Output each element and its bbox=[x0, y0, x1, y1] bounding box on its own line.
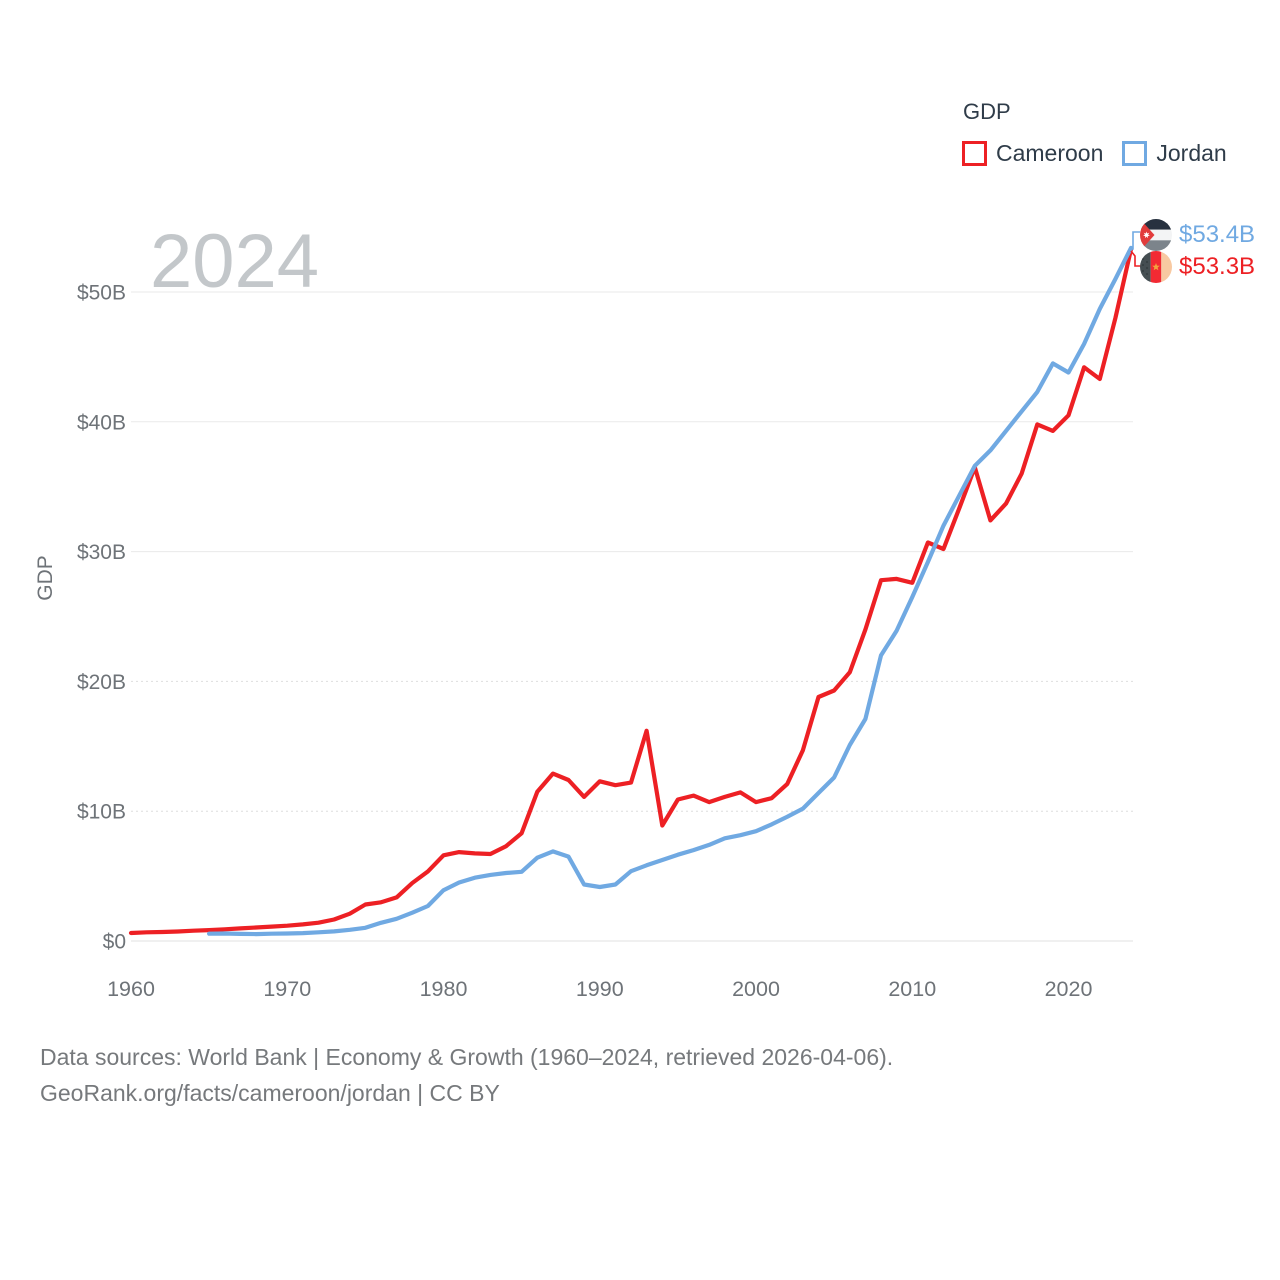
y-tick-label: $0 bbox=[103, 931, 126, 954]
cameroon-series-swatch-icon bbox=[962, 141, 987, 166]
y-axis-title: GDP bbox=[34, 555, 57, 601]
cameroon-label-connector bbox=[1130, 250, 1141, 267]
year-watermark: 2024 bbox=[150, 219, 320, 304]
cameroon-end-value: $53.3B bbox=[1179, 253, 1256, 280]
x-tick-label: 1990 bbox=[576, 977, 624, 1001]
footer-sources-line: Data sources: World Bank | Economy & Gro… bbox=[40, 1044, 894, 1070]
jordan-series-swatch-icon bbox=[1122, 141, 1148, 166]
y-tick-label: $40B bbox=[77, 411, 126, 434]
x-tick-label: 2000 bbox=[732, 977, 780, 1001]
legend-row: Cameroon Jordan bbox=[962, 140, 1227, 167]
footer: Data sources: World Bank | Economy & Gro… bbox=[40, 1039, 893, 1111]
legend-title: GDP bbox=[963, 99, 1011, 124]
legend: GDP Cameroon Jordan bbox=[962, 99, 1227, 167]
x-tick-label: 1980 bbox=[420, 977, 468, 1001]
jordan-flag-icon bbox=[1140, 219, 1172, 251]
x-tick-label: 2010 bbox=[888, 977, 936, 1001]
legend-item-jordan[interactable]: Jordan bbox=[1122, 140, 1227, 167]
legend-item-label: Jordan bbox=[1156, 140, 1227, 166]
legend-item-label: Cameroon bbox=[996, 140, 1104, 166]
y-tick-label: $30B bbox=[77, 541, 126, 564]
cameroon-end-label: $53.3B bbox=[1140, 251, 1255, 283]
y-tick-label: $20B bbox=[77, 671, 126, 694]
jordan-end-value: $53.4B bbox=[1179, 221, 1256, 248]
y-tick-label: $50B bbox=[77, 282, 126, 305]
footer-attribution-line: GeoRank.org/facts/cameroon/jordan | CC B… bbox=[40, 1080, 500, 1106]
legend-item-cameroon[interactable]: Cameroon bbox=[962, 140, 1103, 167]
cameroon-flag-icon bbox=[1140, 251, 1172, 283]
series-line-jordan[interactable] bbox=[207, 245, 1134, 937]
x-tick-label: 1960 bbox=[107, 977, 155, 1001]
y-tick-label: $10B bbox=[77, 801, 126, 824]
jordan-end-label: $53.4B bbox=[1140, 219, 1255, 251]
jordan-label-connector bbox=[1130, 231, 1140, 250]
x-tick-label: 1970 bbox=[263, 977, 311, 1001]
series-line-cameroon[interactable] bbox=[128, 247, 1134, 936]
x-tick-label: 2020 bbox=[1045, 977, 1093, 1001]
